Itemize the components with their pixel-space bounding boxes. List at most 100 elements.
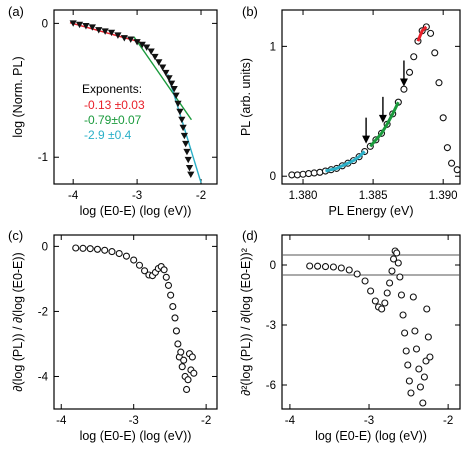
data-point <box>386 279 394 287</box>
data-point <box>416 383 424 391</box>
data-point <box>183 385 191 394</box>
data-point <box>108 248 116 256</box>
data-point <box>147 48 155 55</box>
plot-area <box>69 20 202 183</box>
panel-label: (c) <box>8 228 23 243</box>
data-point <box>394 259 402 267</box>
y-tick-label: 0 <box>42 18 48 30</box>
data-point <box>305 170 313 178</box>
data-point <box>321 263 330 271</box>
data-point <box>172 327 180 335</box>
y-tick-label: -2 <box>38 306 48 318</box>
panel-c: -4 -3 -2 0 -2 -4 log (E0-E) (log (eV)) ∂(log (P… <box>8 228 218 443</box>
data-point <box>180 356 188 364</box>
data-point <box>185 164 194 172</box>
data-point <box>426 353 434 361</box>
y-tick-label: 0 <box>270 260 276 272</box>
data-point <box>159 64 167 71</box>
data-point <box>401 329 409 337</box>
fit-segment <box>369 101 400 148</box>
data-point <box>431 49 439 57</box>
x-axis-label: log (E0-E) (log (eV)) <box>80 429 192 443</box>
data-point <box>409 293 417 301</box>
exponents-title: Exponents: <box>82 82 142 96</box>
data-point <box>389 255 398 263</box>
data-point <box>172 92 180 100</box>
data-point <box>415 365 423 373</box>
data-point <box>141 267 149 275</box>
data-point <box>407 389 415 397</box>
exponent-value: -2.9 ±0.4 <box>84 128 132 142</box>
data-point <box>69 20 77 27</box>
y-tick-label: 0 <box>42 241 48 253</box>
data-point <box>107 29 116 37</box>
data-point <box>182 140 190 148</box>
data-point <box>160 266 168 274</box>
data-point <box>448 159 456 167</box>
data-point <box>293 171 301 179</box>
x-axis-label: log (E0-E) (log (eV)) <box>315 429 427 443</box>
y-tick-label: 0 <box>270 171 276 183</box>
x-tick-label: -3 <box>129 415 139 427</box>
data-point <box>184 156 192 164</box>
plot-area <box>72 244 198 394</box>
arrow-marker <box>399 60 408 87</box>
data-point <box>329 263 337 271</box>
plot-frame <box>281 234 461 410</box>
data-point <box>410 53 418 61</box>
data-point <box>138 41 146 49</box>
x-tick-label: 1.385 <box>359 190 388 202</box>
x-axis-label: PL Energy (eV) <box>329 204 414 218</box>
fit-line <box>133 36 193 121</box>
data-point <box>190 369 198 377</box>
data-point <box>162 69 170 77</box>
data-point <box>95 27 103 34</box>
x-tick-label: -2 <box>196 190 206 202</box>
data-point <box>167 291 175 299</box>
x-tick-label: -2 <box>201 415 211 427</box>
data-point <box>177 348 185 356</box>
data-point <box>162 273 170 281</box>
data-point <box>306 262 314 270</box>
data-point <box>75 21 84 29</box>
data-point <box>169 303 177 311</box>
data-point <box>101 28 109 35</box>
data-point <box>179 124 187 132</box>
y-tick-label: -3 <box>266 320 276 332</box>
data-point <box>353 270 361 278</box>
data-point <box>178 116 186 124</box>
data-point <box>453 166 460 174</box>
data-point <box>420 373 428 381</box>
data-point <box>393 249 401 257</box>
data-point <box>405 377 413 385</box>
data-point <box>115 249 123 258</box>
data-point <box>371 297 379 305</box>
data-point <box>424 333 432 341</box>
panel-label: (d) <box>242 228 258 243</box>
x-tick-label: 1.380 <box>289 190 318 202</box>
data-point <box>174 340 182 348</box>
data-point <box>79 244 87 252</box>
data-point <box>86 245 94 253</box>
data-point <box>170 85 178 93</box>
exponent-value: -0.13 ±0.03 <box>84 98 145 112</box>
data-point <box>310 169 318 177</box>
data-point <box>439 114 447 122</box>
data-point <box>143 44 151 51</box>
data-point <box>174 100 182 108</box>
y-tick-label: -4 <box>38 371 49 383</box>
data-point <box>337 264 345 272</box>
data-point <box>168 80 176 88</box>
plot-frame <box>53 9 218 185</box>
data-point <box>443 144 451 152</box>
data-point <box>164 281 173 289</box>
fit-segment <box>416 25 428 42</box>
y-axis-label: log (Norm. PL) <box>11 56 25 137</box>
arrow-marker <box>362 117 371 144</box>
plot-area <box>306 247 434 407</box>
data-point <box>419 399 427 407</box>
data-point <box>367 287 375 295</box>
data-point <box>184 376 192 384</box>
data-point <box>176 108 184 116</box>
data-point <box>120 35 128 42</box>
